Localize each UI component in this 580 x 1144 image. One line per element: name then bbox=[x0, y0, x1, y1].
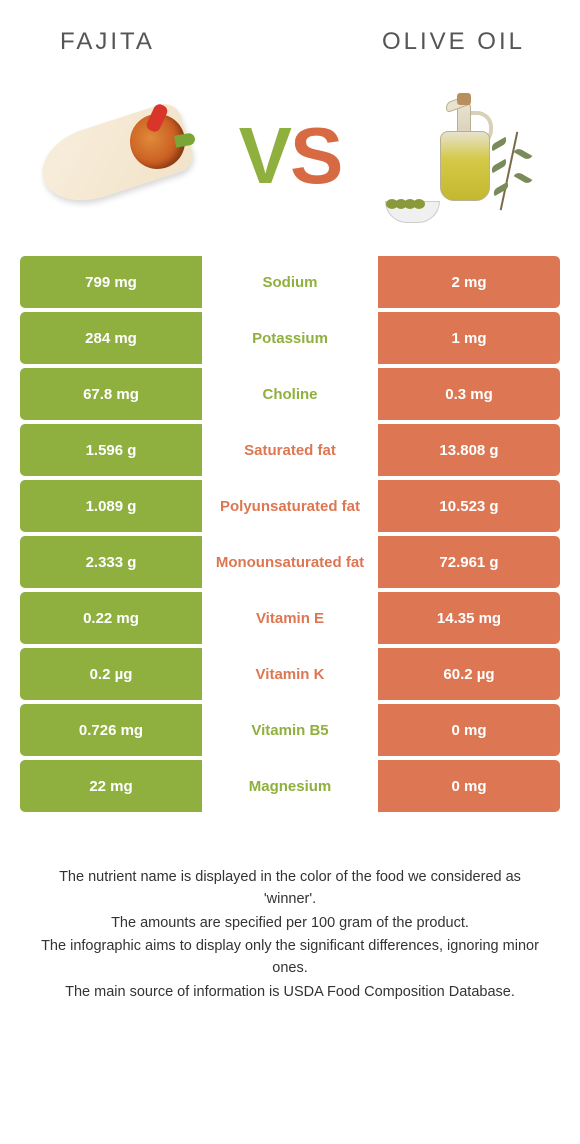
left-value: 1.596 g bbox=[20, 424, 202, 476]
right-value: 13.808 g bbox=[378, 424, 560, 476]
left-value: 2.333 g bbox=[20, 536, 202, 588]
table-row: 2.333 gMonounsaturated fat72.961 g bbox=[20, 536, 560, 588]
footnotes: The nutrient name is displayed in the co… bbox=[35, 867, 545, 1004]
right-title: Olive Oil bbox=[382, 28, 525, 56]
table-row: 0.22 mgVitamin E14.35 mg bbox=[20, 592, 560, 644]
vs-s: S bbox=[290, 110, 341, 202]
footnote-line: The amounts are specified per 100 gram o… bbox=[35, 913, 545, 935]
vs-v: V bbox=[239, 110, 290, 202]
nutrient-name: Magnesium bbox=[202, 760, 378, 812]
left-value: 799 mg bbox=[20, 256, 202, 308]
left-value: 0.22 mg bbox=[20, 592, 202, 644]
nutrient-name: Monounsaturated fat bbox=[202, 536, 378, 588]
olive-oil-image bbox=[370, 86, 550, 226]
table-row: 0.726 mgVitamin B50 mg bbox=[20, 704, 560, 756]
nutrient-name: Choline bbox=[202, 368, 378, 420]
right-value: 1 mg bbox=[378, 312, 560, 364]
footnote-line: The infographic aims to display only the… bbox=[35, 936, 545, 980]
table-row: 67.8 mgCholine0.3 mg bbox=[20, 368, 560, 420]
right-value: 14.35 mg bbox=[378, 592, 560, 644]
nutrient-name: Saturated fat bbox=[202, 424, 378, 476]
table-row: 284 mgPotassium1 mg bbox=[20, 312, 560, 364]
footnote-line: The nutrient name is displayed in the co… bbox=[35, 867, 545, 911]
right-value: 0.3 mg bbox=[378, 368, 560, 420]
right-value: 0 mg bbox=[378, 760, 560, 812]
nutrient-name: Vitamin K bbox=[202, 648, 378, 700]
left-value: 22 mg bbox=[20, 760, 202, 812]
nutrient-table: 799 mgSodium2 mg284 mgPotassium1 mg67.8 … bbox=[20, 256, 560, 812]
nutrient-name: Vitamin E bbox=[202, 592, 378, 644]
right-value: 2 mg bbox=[378, 256, 560, 308]
left-value: 1.089 g bbox=[20, 480, 202, 532]
right-value: 0 mg bbox=[378, 704, 560, 756]
nutrient-name: Potassium bbox=[202, 312, 378, 364]
table-row: 1.596 gSaturated fat13.808 g bbox=[20, 424, 560, 476]
hero-row: VS bbox=[0, 66, 580, 256]
vs-label: VS bbox=[239, 110, 342, 202]
nutrient-name: Sodium bbox=[202, 256, 378, 308]
table-row: 22 mgMagnesium0 mg bbox=[20, 760, 560, 812]
right-value: 72.961 g bbox=[378, 536, 560, 588]
left-value: 67.8 mg bbox=[20, 368, 202, 420]
left-value: 0.2 µg bbox=[20, 648, 202, 700]
footnote-line: The main source of information is USDA F… bbox=[35, 982, 545, 1004]
header: Fajita Olive Oil bbox=[0, 0, 580, 66]
fajita-image bbox=[30, 86, 210, 226]
left-title: Fajita bbox=[60, 28, 155, 56]
nutrient-name: Polyunsaturated fat bbox=[202, 480, 378, 532]
left-value: 0.726 mg bbox=[20, 704, 202, 756]
right-value: 10.523 g bbox=[378, 480, 560, 532]
table-row: 799 mgSodium2 mg bbox=[20, 256, 560, 308]
left-value: 284 mg bbox=[20, 312, 202, 364]
nutrient-name: Vitamin B5 bbox=[202, 704, 378, 756]
right-value: 60.2 µg bbox=[378, 648, 560, 700]
table-row: 0.2 µgVitamin K60.2 µg bbox=[20, 648, 560, 700]
table-row: 1.089 gPolyunsaturated fat10.523 g bbox=[20, 480, 560, 532]
